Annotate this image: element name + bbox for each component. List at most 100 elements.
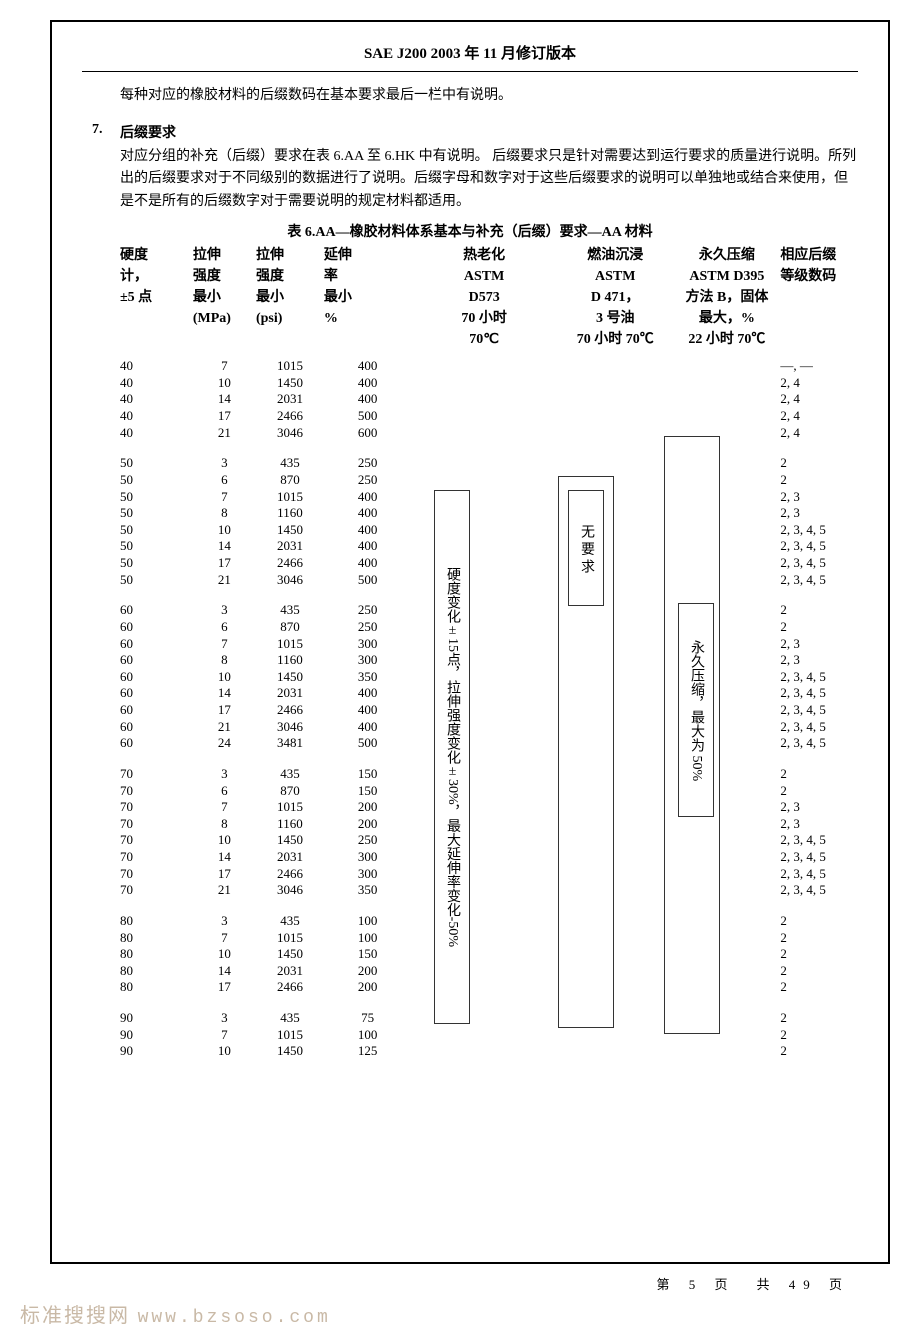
data-group: 5034352502506870250250710154002, 3508116… (120, 455, 858, 588)
cell-psi: 2466 (256, 702, 324, 719)
cell-psi: 435 (256, 455, 324, 472)
table-row: 501420314002, 3, 4, 5 (120, 538, 858, 555)
cell-hardness: 40 (120, 358, 193, 375)
cell-psi: 1160 (256, 816, 324, 833)
cell-psi: 3046 (256, 882, 324, 899)
cell-psi: 1015 (256, 358, 324, 375)
table-row: 7034351502 (120, 766, 858, 783)
doc-title: SAE J200 2003 年 11 月修订版本 (82, 42, 858, 72)
cell-psi: 2031 (256, 849, 324, 866)
cell-psi: 870 (256, 472, 324, 489)
cell-mpa: 3 (193, 602, 256, 619)
table-row: 702130463502, 3, 4, 5 (120, 882, 858, 899)
table-row: 801420312002 (120, 963, 858, 980)
table-row: 70710152002, 3 (120, 799, 858, 816)
cell-psi: 2466 (256, 979, 324, 996)
cell-elong: 400 (324, 702, 411, 719)
col-header-hardness: 硬度 计， ±5 点 (120, 245, 193, 350)
cell-elong: 250 (324, 472, 411, 489)
cell-hardness: 70 (120, 849, 193, 866)
table-row: 6068702502 (120, 619, 858, 636)
cell-elong: 250 (324, 455, 411, 472)
data-table: 硬度 计， ±5 点 拉伸 强度 最小 (MPa) 拉伸 强度 最小 (psi)… (120, 245, 858, 1060)
cell-psi: 1450 (256, 832, 324, 849)
cell-hardness: 40 (120, 408, 193, 425)
page-frame: SAE J200 2003 年 11 月修订版本 每种对应的橡胶材料的后缀数码在… (50, 20, 890, 1264)
cell-hardness: 80 (120, 963, 193, 980)
cell-suffix: 2 (780, 963, 858, 980)
cell-mpa: 6 (193, 783, 256, 800)
cell-elong: 400 (324, 391, 411, 408)
table-row: 602434815002, 3, 4, 5 (120, 735, 858, 752)
cell-psi: 870 (256, 783, 324, 800)
cell-mpa: 10 (193, 832, 256, 849)
column-headers: 硬度 计， ±5 点 拉伸 强度 最小 (MPa) 拉伸 强度 最小 (psi)… (120, 245, 858, 350)
cell-suffix: —, — (780, 358, 858, 375)
cell-mpa: 17 (193, 866, 256, 883)
cell-mpa: 8 (193, 652, 256, 669)
cell-hardness: 40 (120, 375, 193, 392)
table-row: 501724664002, 3, 4, 5 (120, 555, 858, 572)
cell-mpa: 6 (193, 619, 256, 636)
cell-mpa: 8 (193, 505, 256, 522)
cell-suffix: 2, 3, 4, 5 (780, 669, 858, 686)
table-row: 6034352502 (120, 602, 858, 619)
cell-fuel (557, 358, 674, 375)
cell-mpa: 10 (193, 375, 256, 392)
cell-psi: 1450 (256, 669, 324, 686)
intro-line: 每种对应的橡胶材料的后缀数码在基本要求最后一栏中有说明。 (120, 84, 858, 104)
cell-hardness: 70 (120, 799, 193, 816)
cell-elong: 350 (324, 882, 411, 899)
cell-elong: 400 (324, 489, 411, 506)
cell-mpa: 21 (193, 572, 256, 589)
table-row: 80710151002 (120, 930, 858, 947)
cell-mpa: 7 (193, 1027, 256, 1044)
table-row: 4071015400 —, — (120, 358, 858, 375)
cell-suffix: 2 (780, 979, 858, 996)
cell-elong: 500 (324, 572, 411, 589)
cell-hardness: 50 (120, 555, 193, 572)
table-row: 502130465002, 3, 4, 5 (120, 572, 858, 589)
cell-elong: 400 (324, 375, 411, 392)
cell-aging (411, 358, 557, 375)
cell-elong: 400 (324, 505, 411, 522)
cell-psi: 435 (256, 602, 324, 619)
cell-hardness: 50 (120, 538, 193, 555)
cell-hardness: 90 (120, 1043, 193, 1060)
cell-mpa: 3 (193, 1010, 256, 1027)
cell-suffix: 2, 3, 4, 5 (780, 572, 858, 589)
cell-suffix: 2, 3 (780, 816, 858, 833)
cell-psi: 1450 (256, 946, 324, 963)
cell-hardness: 70 (120, 882, 193, 899)
table-row: 801014501502 (120, 946, 858, 963)
cell-psi: 1160 (256, 505, 324, 522)
cell-elong: 600 (324, 425, 411, 442)
table-row: 601014503502, 3, 4, 5 (120, 669, 858, 686)
cell-suffix: 2 (780, 455, 858, 472)
cell-mpa: 10 (193, 522, 256, 539)
cell-hardness: 60 (120, 702, 193, 719)
cell-suffix: 2 (780, 946, 858, 963)
table-row: 5068702502 (120, 472, 858, 489)
cell-mpa: 7 (193, 358, 256, 375)
data-body: 硬度变化±15点，拉伸强度变化±30%，最大延伸率变化-50% 无 要 求 永久… (120, 358, 858, 1060)
cell-hardness: 60 (120, 602, 193, 619)
cell-suffix: 2, 3, 4, 5 (780, 685, 858, 702)
cell-fuel (557, 455, 674, 472)
cell-mpa: 24 (193, 735, 256, 752)
cell-hardness: 50 (120, 489, 193, 506)
cell-mpa: 17 (193, 555, 256, 572)
cell-fuel (557, 425, 674, 442)
table-row: 90710151002 (120, 1027, 858, 1044)
cell-suffix: 2, 3, 4, 5 (780, 832, 858, 849)
cell-suffix: 2 (780, 472, 858, 489)
cell-hardness: 90 (120, 1027, 193, 1044)
cell-mpa: 17 (193, 979, 256, 996)
cell-suffix: 2, 3, 4, 5 (780, 719, 858, 736)
cell-aging (411, 1027, 557, 1044)
cell-elong: 250 (324, 602, 411, 619)
cell-elong: 400 (324, 358, 411, 375)
table-row: 701420313002, 3, 4, 5 (120, 849, 858, 866)
cell-suffix: 2 (780, 619, 858, 636)
cell-mpa: 14 (193, 849, 256, 866)
